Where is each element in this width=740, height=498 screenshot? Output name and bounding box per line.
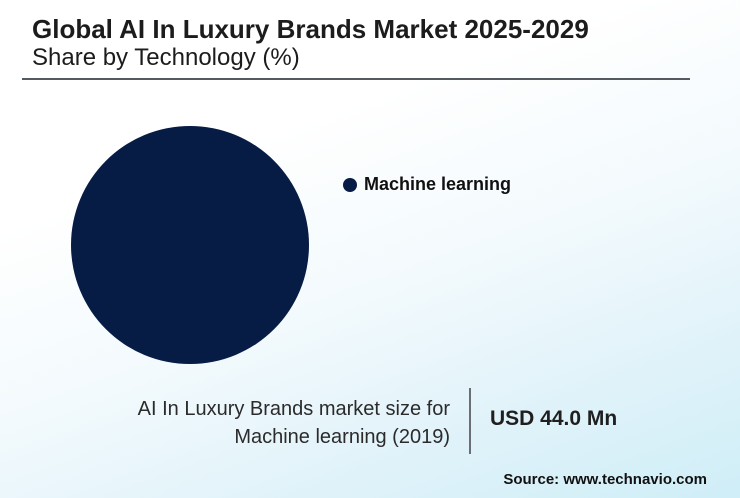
chart-title: Global AI In Luxury Brands Market 2025-2…	[32, 14, 589, 44]
caption-line-2: Machine learning (2019)	[234, 426, 450, 448]
chart-subtitle: Share by Technology (%)	[32, 44, 300, 71]
legend: Machine learning	[343, 174, 511, 195]
pie-slice-machine-learning	[71, 126, 309, 364]
pie-chart	[71, 126, 309, 364]
market-size-value: USD 44.0 Mn	[490, 407, 618, 430]
header-divider	[22, 78, 690, 80]
market-size-caption: AI In Luxury Brands market size for Mach…	[70, 395, 450, 451]
caption-line-1: AI In Luxury Brands market size for	[137, 398, 450, 420]
caption-divider	[469, 388, 471, 454]
legend-marker-machine-learning	[343, 177, 357, 192]
source-credit: Source: www.technavio.com	[503, 471, 707, 488]
legend-label-machine-learning: Machine learning	[364, 174, 512, 194]
